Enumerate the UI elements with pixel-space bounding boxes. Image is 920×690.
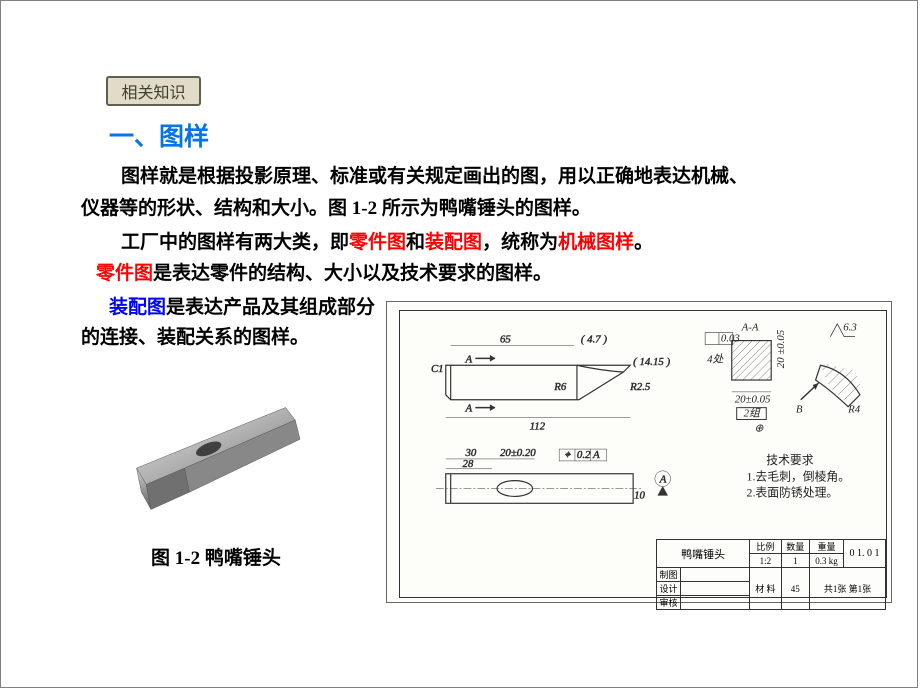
req-title: 技术要求 xyxy=(766,453,813,467)
tb-r3: 审核 xyxy=(657,596,681,610)
label-b: B xyxy=(796,404,803,416)
svg-text:⊕: ⊕ xyxy=(754,422,764,434)
dim-47: ( 4.7 ) xyxy=(581,334,608,346)
tb-qty: 1 xyxy=(781,554,809,568)
dim-c1: C1 xyxy=(431,363,444,375)
tol-003: 0.03 xyxy=(721,333,741,345)
dim-r25: R2.5 xyxy=(629,381,651,393)
dim-r6: R6 xyxy=(553,381,567,393)
figure-caption: 图 1-2 鸭嘴锤头 xyxy=(151,543,281,570)
dim-28: 28 xyxy=(463,458,474,470)
paragraph-4: 装配图是表达产品及其组成部分的连接、装配关系的图样。 xyxy=(81,293,391,354)
p1-line1: 图样就是根据投影原理、标准或有关规定画出的图，用以正确地表达机械、 xyxy=(121,166,748,187)
tb-name: 鸭嘴锤头 xyxy=(657,540,750,568)
dim-2005h: 20±0.05 xyxy=(735,394,771,406)
tb-math: 材 料 xyxy=(750,568,781,610)
p3-b: 是表达零件的结构、大小以及技术要求的图样。 xyxy=(153,263,552,284)
hammer-3d-render xyxy=(116,396,311,521)
tol-02: 0.2 A xyxy=(577,449,600,461)
drawing-inner-frame: 65 ( 4.7 ) ( 14.15 ) C1 R6 R2.5 A A 112 xyxy=(399,310,887,598)
section-title: 一、图样 xyxy=(109,117,209,153)
paragraph-2: 工厂中的图样有两大类，即零件图和装配图，统称为机械图样。 xyxy=(81,228,887,258)
datum-a: A xyxy=(659,474,667,486)
dim-112: 112 xyxy=(530,420,546,432)
p1-line2: 仪器等的形状、结构和大小。图 1-2 所示为鸭嘴锤头的图样。 xyxy=(81,198,591,219)
badge-related-knowledge: 相关知识 xyxy=(106,76,201,106)
req-line2: 2.表面防锈处理。 xyxy=(747,485,839,499)
dim-1415: ( 14.15 ) xyxy=(633,356,670,368)
dim-2groups: 2组 xyxy=(744,407,761,420)
tb-r1: 制图 xyxy=(657,568,681,582)
term-part-drawing: 零件图 xyxy=(349,232,406,253)
dim-r4: R4 xyxy=(847,404,861,416)
term-assembly-drawing-2: 装配图 xyxy=(109,297,166,318)
p2-c: 和 xyxy=(406,232,425,253)
paragraph-1: 图样就是根据投影原理、标准或有关规定画出的图，用以正确地表达机械、 仪器等的形状… xyxy=(81,161,887,226)
dim-63: 6.3 xyxy=(843,322,857,334)
tb-hscale: 比例 xyxy=(750,540,781,554)
tb-mat: 45 xyxy=(781,568,809,610)
title-block: 鸭嘴锤头 比例 数量 重量 0 1. 0 1 1:2 1 0.3 kg 制图 材… xyxy=(656,539,886,597)
tb-scale: 1:2 xyxy=(750,554,781,568)
svg-text:⌖: ⌖ xyxy=(564,449,571,461)
tb-hqty: 数量 xyxy=(781,540,809,554)
req-line1: 1.去毛刺，倒棱角。 xyxy=(747,470,851,484)
dim-10: 10 xyxy=(634,489,645,501)
p2-a: 工厂中的图样有两大类，即 xyxy=(121,232,349,253)
dim-2005v: 20 ±0.05 xyxy=(775,329,787,368)
label-a-top: A xyxy=(464,353,472,365)
tb-r2: 设计 xyxy=(657,582,681,596)
dim-4places: 4处 xyxy=(707,352,724,365)
term-assembly-drawing: 装配图 xyxy=(425,232,482,253)
p2-e: ，统称为 xyxy=(482,232,558,253)
tb-hweight: 重量 xyxy=(809,540,843,554)
p2-g: 。 xyxy=(634,232,653,253)
engineering-drawing: 65 ( 4.7 ) ( 14.15 ) C1 R6 R2.5 A A 112 xyxy=(386,301,892,603)
slide-page: 相关知识 一、图样 图样就是根据投影原理、标准或有关规定画出的图，用以正确地表达… xyxy=(0,0,918,688)
tb-weight: 0.3 kg xyxy=(809,554,843,568)
tb-num: 0 1. 0 1 xyxy=(844,540,886,568)
term-part-drawing-2: 零件图 xyxy=(96,263,153,284)
tb-sheet: 共1张 第1张 xyxy=(809,568,885,610)
term-mechanical-drawing: 机械图样 xyxy=(558,232,634,253)
section-aa-label: A-A xyxy=(741,322,759,334)
paragraph-3: 零件图是表达零件的结构、大小以及技术要求的图样。 xyxy=(81,259,887,289)
dim-65: 65 xyxy=(500,334,511,346)
label-a-bottom: A xyxy=(464,403,472,415)
dim-20020: 20±0.20 xyxy=(500,447,536,459)
